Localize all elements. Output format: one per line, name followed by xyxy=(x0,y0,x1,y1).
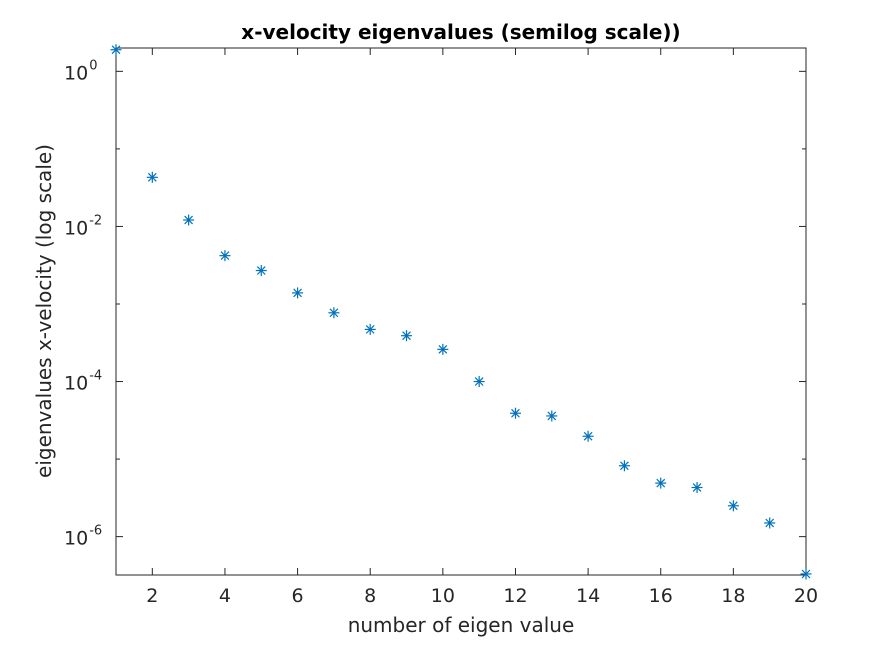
y-tick-label: 10 xyxy=(64,62,88,84)
x-tick-label: 20 xyxy=(794,585,818,607)
x-tick-label: 10 xyxy=(431,585,455,607)
data-series xyxy=(110,44,812,580)
data-point xyxy=(328,307,340,319)
data-point xyxy=(618,460,630,472)
y-tick-exponent: -6 xyxy=(89,524,102,539)
chart-title: x-velocity eigenvalues (semilog scale)) xyxy=(241,20,680,44)
y-tick-exponent: -4 xyxy=(89,369,102,384)
data-point xyxy=(255,265,267,277)
y-tick-exponent: 0 xyxy=(89,58,97,73)
x-tick-label: 18 xyxy=(721,585,745,607)
data-point xyxy=(655,477,667,489)
x-tick-label: 12 xyxy=(503,585,527,607)
data-point xyxy=(183,214,195,226)
data-point xyxy=(401,330,413,342)
x-axis: 2 4 6 8 10 12 14 16 18 20 xyxy=(146,48,818,607)
data-point xyxy=(509,407,521,419)
data-point xyxy=(764,517,776,529)
data-point xyxy=(691,482,703,494)
y-tick-label: 10 xyxy=(64,217,88,239)
y-tick-exponent: -2 xyxy=(89,213,102,228)
data-point xyxy=(146,171,158,183)
x-axis-label: number of eigen value xyxy=(348,613,575,637)
data-point xyxy=(727,500,739,512)
data-point xyxy=(437,343,449,355)
x-tick-label: 2 xyxy=(146,585,158,607)
data-point xyxy=(292,287,304,299)
x-tick-label: 16 xyxy=(649,585,673,607)
data-point xyxy=(582,430,594,442)
data-point xyxy=(800,568,812,580)
x-tick-label: 6 xyxy=(292,585,304,607)
data-point xyxy=(219,250,231,262)
x-tick-label: 14 xyxy=(576,585,600,607)
data-point xyxy=(546,410,558,422)
y-tick-label: 10 xyxy=(64,528,88,550)
x-tick-label: 8 xyxy=(364,585,376,607)
data-point xyxy=(110,44,122,56)
plot-area xyxy=(115,47,807,576)
x-tick-label: 4 xyxy=(219,585,231,607)
data-point xyxy=(473,376,485,388)
data-point xyxy=(364,323,376,335)
y-tick-label: 10 xyxy=(64,373,88,395)
y-axis-label: eigenvalues x-velocity (log scale) xyxy=(32,144,56,478)
